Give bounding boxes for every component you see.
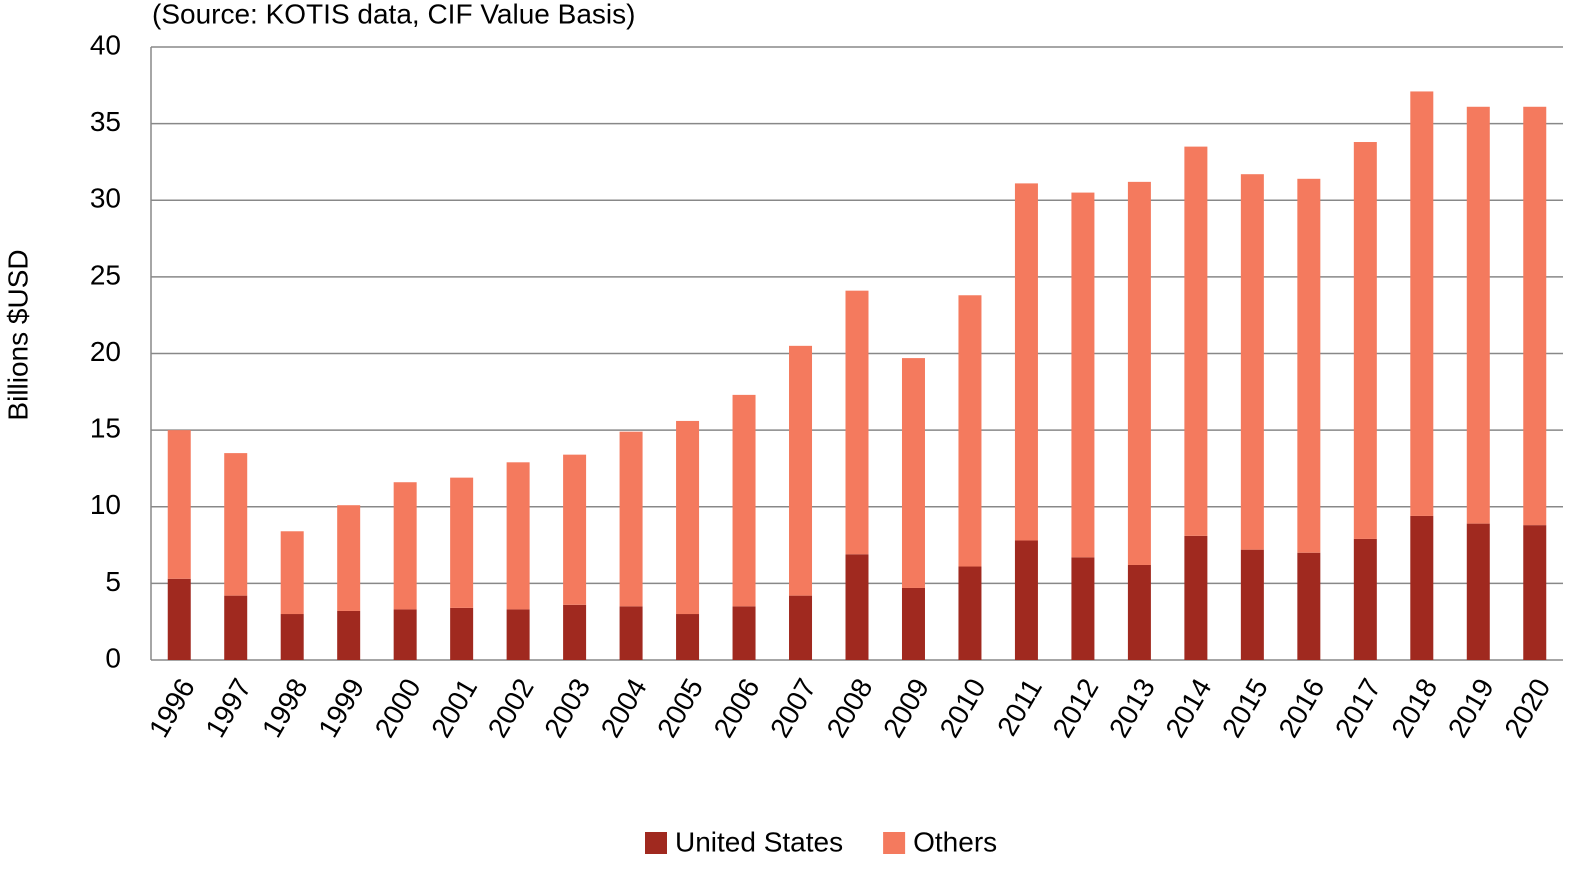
bar-segment — [337, 505, 361, 611]
y-tick-label: 15 — [90, 413, 121, 444]
bar-segment — [167, 578, 191, 660]
bar-segment — [732, 606, 756, 660]
bar-segment — [1297, 552, 1321, 660]
bar-segment — [1523, 525, 1547, 660]
legend-label: Others — [913, 826, 997, 857]
x-tick-label: 2020 — [1498, 673, 1556, 742]
bar-segment — [506, 609, 530, 660]
bar-segment — [1240, 549, 1264, 660]
x-tick-label: 2015 — [1216, 673, 1274, 742]
bar-segment — [619, 431, 643, 607]
bar-segment — [1410, 515, 1434, 660]
bar-segment — [676, 614, 700, 660]
bar-segment — [676, 420, 700, 615]
bar-segment — [450, 477, 474, 608]
y-tick-label: 5 — [105, 566, 121, 597]
bar-segment — [1071, 192, 1095, 558]
y-tick-label: 20 — [90, 336, 121, 367]
x-tick-label: 2017 — [1329, 673, 1387, 742]
y-tick-label: 0 — [105, 642, 121, 673]
x-tick-label: 2008 — [821, 673, 879, 742]
bar-segment — [789, 345, 813, 596]
bar-segment — [1014, 183, 1038, 541]
x-tick-label: 2000 — [369, 673, 427, 742]
x-tick-label: 2016 — [1272, 673, 1330, 742]
x-tick-label: 2013 — [1103, 673, 1161, 742]
bar-segment — [1523, 106, 1547, 526]
x-tick-label: 1998 — [256, 673, 314, 742]
bar-segment — [393, 609, 417, 660]
bar-segment — [167, 430, 191, 579]
bar-segment — [1466, 106, 1490, 524]
bar-segment — [789, 595, 813, 660]
bar-segment — [1353, 538, 1377, 660]
x-tick-label: 2010 — [934, 673, 992, 742]
x-tick-label: 2012 — [1047, 673, 1105, 742]
bar-segment — [845, 290, 869, 555]
y-tick-label: 40 — [90, 29, 121, 60]
x-tick-label: 2003 — [538, 673, 596, 742]
x-tick-label: 1999 — [312, 673, 370, 742]
bar-segment — [280, 531, 304, 615]
bar-segment — [619, 606, 643, 660]
y-tick-label: 30 — [90, 183, 121, 214]
x-tick-label: 1996 — [143, 673, 201, 742]
bar-segment — [958, 566, 982, 660]
y-tick-label: 10 — [90, 489, 121, 520]
x-tick-label: 2018 — [1385, 673, 1443, 742]
x-tick-label: 2019 — [1442, 673, 1500, 742]
bar-segment — [732, 394, 756, 607]
bar-segment — [1014, 540, 1038, 660]
bar-segment — [1127, 564, 1151, 660]
x-tick-label: 2004 — [595, 673, 653, 742]
x-tick-label: 2006 — [708, 673, 766, 742]
bar-segment — [1184, 535, 1208, 660]
bar-segment — [1184, 146, 1208, 536]
bar-segment — [1240, 174, 1264, 550]
bar-segment — [1297, 178, 1321, 553]
x-tick-label: 2009 — [877, 673, 935, 742]
bar-segment — [563, 454, 587, 605]
bar-segment — [845, 554, 869, 660]
y-axis-label: Billions $USD — [2, 249, 33, 420]
bar-segment — [1353, 142, 1377, 539]
y-tick-label: 25 — [90, 259, 121, 290]
bar-segment — [563, 604, 587, 660]
x-tick-label: 2001 — [425, 673, 483, 742]
legend-swatch — [883, 832, 906, 854]
x-tick-label: 2007 — [764, 673, 822, 742]
bar-segment — [337, 610, 361, 660]
y-tick-label: 35 — [90, 106, 121, 137]
bar-segment — [1127, 181, 1151, 565]
bar-segment — [506, 462, 530, 610]
bar-segment — [224, 453, 248, 596]
x-tick-label: 2014 — [1159, 673, 1217, 742]
bar-segment — [958, 295, 982, 567]
bar-segment — [450, 607, 474, 660]
legend-swatch — [645, 832, 667, 854]
legend-label: United States — [675, 826, 843, 857]
bar-segment — [1071, 557, 1095, 660]
bar-segment — [224, 595, 248, 660]
chart-subtitle: (Source: KOTIS data, CIF Value Basis) — [152, 0, 635, 29]
x-tick-label: 2005 — [651, 673, 709, 742]
bar-segment — [901, 587, 925, 660]
bar-segment — [1466, 523, 1490, 660]
bar-segment — [393, 482, 417, 610]
bar-segment — [901, 358, 925, 588]
bar-segment — [1410, 91, 1434, 516]
x-tick-label: 1997 — [199, 673, 257, 742]
bar-segment — [280, 614, 304, 660]
x-tick-label: 2011 — [991, 673, 1048, 741]
x-tick-label: 2002 — [482, 673, 540, 742]
